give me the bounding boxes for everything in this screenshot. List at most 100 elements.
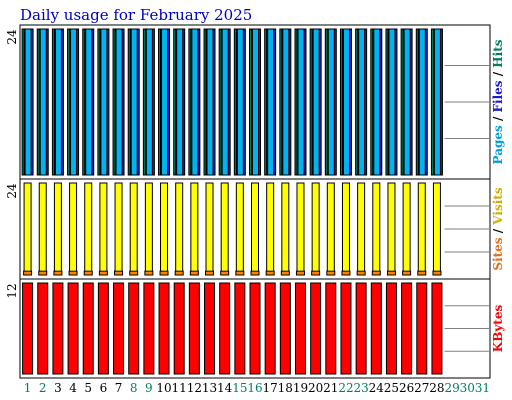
- bar-visits-visits-day-26: [402, 182, 411, 276]
- bar-visits-visits-day-16: [251, 182, 259, 276]
- bar-visits-sites-day-11: [174, 270, 184, 276]
- day-label-26: 26: [399, 381, 414, 395]
- bar-kbytes-kbytes-day-20: [310, 282, 322, 375]
- right-label-part-visits-1: /: [491, 225, 505, 238]
- day-label-9: 9: [145, 381, 153, 395]
- bar-visits-sites-day-24: [371, 270, 381, 276]
- bar-kbytes-kbytes-day-5: [82, 282, 94, 375]
- bar-visits-sites-day-1: [23, 270, 33, 276]
- bar-kbytes-kbytes-day-9: [143, 282, 155, 375]
- bar-hits-pages-day-8: [130, 28, 138, 176]
- bar-hits-pages-day-28: [433, 28, 441, 176]
- bar-visits-visits-day-20: [311, 182, 320, 276]
- bar-hits-pages-day-3: [54, 28, 62, 176]
- bar-kbytes-kbytes-day-7: [113, 282, 125, 375]
- day-label-3: 3: [54, 381, 62, 395]
- right-label-kbytes: KBytes: [491, 305, 505, 353]
- right-label-part-visits-0: Sites: [491, 237, 505, 270]
- bar-visits-sites-day-27: [417, 270, 427, 276]
- day-label-22: 22: [338, 381, 353, 395]
- day-label-28: 28: [429, 381, 444, 395]
- bar-kbytes-kbytes-day-26: [401, 282, 413, 375]
- bar-visits-visits-day-15: [235, 182, 244, 276]
- bar-visits-sites-day-4: [68, 270, 78, 276]
- bar-visits-visits-day-25: [387, 182, 396, 276]
- bar-visits-visits-day-18: [281, 182, 290, 276]
- bar-visits-visits-day-9: [144, 182, 153, 276]
- bar-hits-pages-day-15: [236, 28, 244, 176]
- right-label-part-hits-0: Pages: [491, 125, 505, 165]
- bar-visits-sites-day-7: [114, 270, 124, 276]
- bar-visits-visits-day-3: [53, 182, 62, 276]
- bar-hits-pages-day-17: [267, 28, 275, 176]
- right-label-part-hits-2: Files: [491, 80, 505, 112]
- day-label-6: 6: [100, 381, 108, 395]
- bar-hits-pages-day-2: [39, 28, 47, 176]
- bar-visits-sites-day-16: [250, 270, 260, 276]
- day-label-2: 2: [39, 381, 47, 395]
- bar-kbytes-kbytes-day-17: [264, 282, 276, 375]
- bar-hits-pages-day-1: [24, 28, 32, 176]
- bar-visits-visits-day-5: [84, 182, 93, 276]
- bar-visits-sites-day-8: [129, 270, 139, 276]
- bar-visits-visits-day-10: [160, 182, 169, 276]
- day-label-14: 14: [217, 381, 233, 395]
- bar-kbytes-kbytes-day-22: [340, 282, 352, 375]
- bar-hits-pages-day-11: [176, 28, 184, 176]
- bar-hits-pages-day-6: [100, 28, 108, 176]
- day-label-29: 29: [444, 381, 459, 395]
- right-label-part-hits-4: Hits: [491, 39, 505, 67]
- bar-kbytes-kbytes-day-21: [325, 282, 337, 375]
- bar-visits-sites-day-26: [402, 270, 412, 276]
- bar-hits-pages-day-26: [403, 28, 411, 176]
- bar-visits-visits-day-7: [114, 182, 123, 276]
- bar-kbytes-kbytes-day-10: [158, 282, 170, 375]
- bar-visits-sites-day-3: [53, 270, 63, 276]
- bar-visits-visits-day-28: [432, 182, 441, 276]
- bar-visits-visits-day-1: [23, 182, 32, 276]
- bar-visits-sites-day-22: [341, 270, 351, 276]
- bar-visits-sites-day-9: [144, 270, 154, 276]
- bar-visits-sites-day-28: [432, 270, 442, 276]
- day-label-17: 17: [263, 381, 278, 395]
- bar-kbytes-kbytes-day-27: [416, 282, 428, 375]
- bar-visits-sites-day-20: [311, 270, 321, 276]
- bar-visits-visits-day-17: [266, 182, 275, 276]
- day-label-10: 10: [156, 381, 171, 395]
- bar-visits-sites-day-5: [83, 270, 93, 276]
- bar-visits-sites-day-23: [356, 270, 366, 276]
- bar-visits-sites-day-15: [235, 270, 245, 276]
- bar-kbytes-kbytes-day-2: [37, 282, 49, 375]
- bar-hits-pages-day-9: [145, 28, 153, 176]
- bar-hits-pages-day-10: [161, 28, 169, 176]
- bar-visits-visits-day-2: [38, 182, 47, 276]
- bar-hits-pages-day-20: [312, 28, 320, 176]
- bar-visits-sites-day-19: [295, 270, 305, 276]
- day-label-11: 11: [172, 381, 187, 395]
- day-label-4: 4: [69, 381, 77, 395]
- bar-kbytes-kbytes-day-6: [97, 282, 109, 375]
- bar-visits-sites-day-12: [189, 270, 199, 276]
- bar-visits-visits-day-14: [220, 182, 229, 276]
- bar-visits-sites-day-21: [326, 270, 336, 276]
- bar-kbytes-kbytes-day-8: [128, 282, 140, 375]
- bar-visits-visits-day-19: [296, 182, 305, 276]
- bar-visits-visits-day-12: [190, 182, 199, 276]
- day-label-16: 16: [247, 381, 262, 395]
- y-max-label-visits: 24: [5, 183, 19, 199]
- bar-kbytes-kbytes-day-19: [294, 282, 306, 375]
- bar-kbytes-kbytes-day-18: [279, 282, 291, 375]
- day-label-15: 15: [232, 381, 247, 395]
- bar-hits-pages-day-13: [206, 28, 214, 176]
- bar-hits-pages-day-16: [252, 28, 259, 176]
- bar-visits-sites-day-17: [265, 270, 275, 276]
- day-label-27: 27: [414, 381, 429, 395]
- bar-kbytes-kbytes-day-4: [67, 282, 79, 375]
- bar-hits-pages-day-5: [85, 28, 93, 176]
- bar-visits-visits-day-24: [372, 182, 381, 276]
- bar-visits-sites-day-14: [220, 270, 230, 276]
- bar-kbytes-kbytes-day-16: [249, 282, 261, 375]
- bar-kbytes-kbytes-day-24: [370, 282, 382, 375]
